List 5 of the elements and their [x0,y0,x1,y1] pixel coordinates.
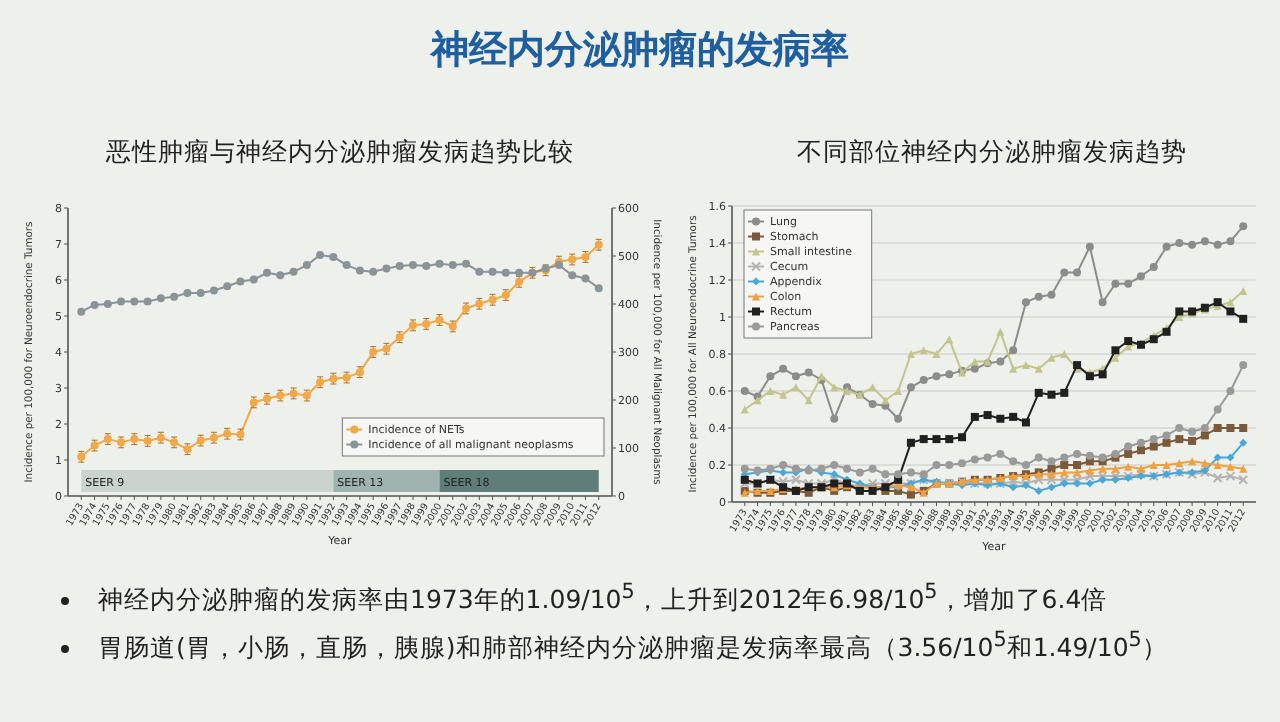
text: 神经内分泌肿瘤的发病率 [427,26,851,76]
chart-title: 恶性肿瘤与神经内分泌肿瘤发病趋势比较 [104,136,574,166]
text: 神经内分泌肿瘤的发病率由1973年的1.09/10$^{5}$，上升到2012年6.98/10$^{5}$，增加了6.4倍 [96,580,1108,619]
text: 胃肠道(胃，小肠，直肠，胰腺)和肺部神经内分泌肿瘤是发病率最高（3.56/10$^{5}$和1.49/10$^{5}$） [96,628,1168,667]
chart-title: 不同部位神经内分泌肿瘤发病趋势 [797,136,1187,166]
